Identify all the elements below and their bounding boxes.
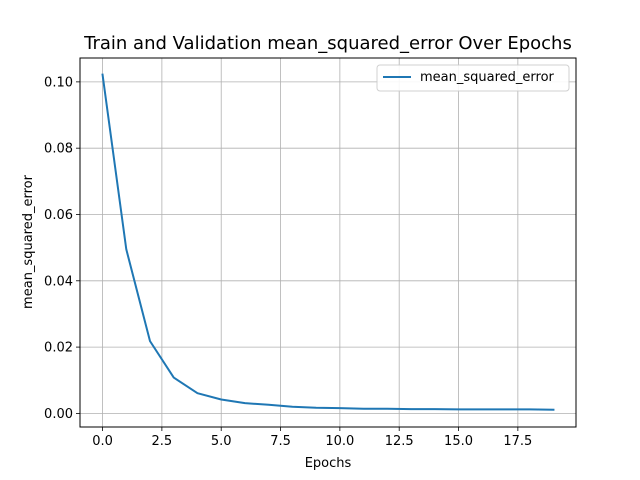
y-tick-label: 0.04 <box>44 274 73 289</box>
y-axis-label: mean_squared_error <box>21 174 36 309</box>
series-lines <box>101 73 555 411</box>
y-tick-label: 0.10 <box>44 75 73 90</box>
x-tick-label: 7.5 <box>270 434 291 449</box>
grid-lines <box>80 58 576 427</box>
x-tick-label: 2.5 <box>152 434 173 449</box>
chart-title: Train and Validation mean_squared_error … <box>83 33 572 54</box>
y-tick-label: 0.00 <box>44 407 73 422</box>
x-tick-label: 12.5 <box>385 434 414 449</box>
legend: mean_squared_error <box>376 64 570 92</box>
y-tick-label: 0.06 <box>44 208 73 223</box>
y-tick-label: 0.08 <box>44 142 73 157</box>
series-line-0 <box>101 73 555 411</box>
legend-box <box>376 64 570 92</box>
x-tick-label: 17.5 <box>503 434 532 449</box>
x-tick-label: 15.0 <box>444 434 473 449</box>
y-tick-label: 0.02 <box>44 341 73 356</box>
x-tick-label: 0.0 <box>92 434 113 449</box>
x-axis-label: Epochs <box>305 456 352 471</box>
legend-label: mean_squared_error <box>420 70 555 85</box>
plot-area <box>79 57 577 428</box>
x-tick-label: 10.0 <box>325 434 354 449</box>
axis-ticks: 0.0 2.5 5.0 7.5 10.0 12.5 15.0 17.5 0.00 0.02 0.04… <box>44 75 532 449</box>
x-tick-label: 5.0 <box>211 434 232 449</box>
